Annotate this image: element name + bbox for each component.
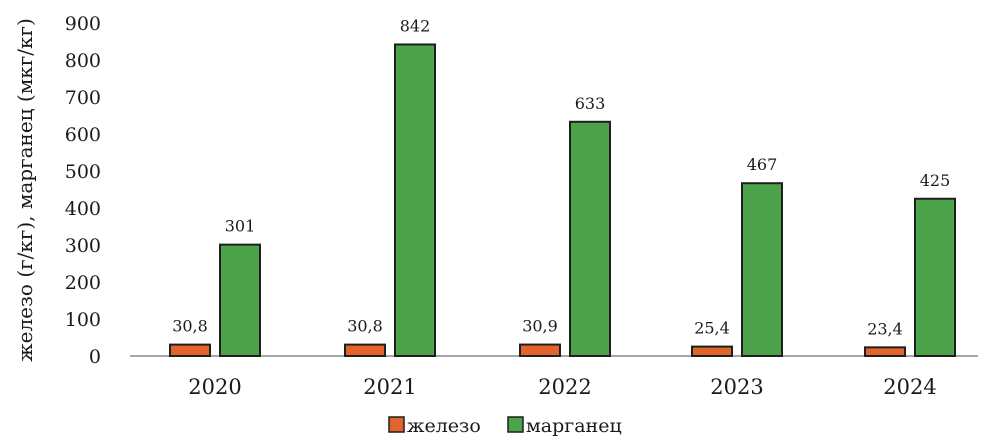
bar-iron-2022 bbox=[519, 343, 561, 357]
bar-manganese-2023 bbox=[741, 182, 783, 357]
y-tick-label-900: 900 bbox=[65, 13, 101, 35]
x-tick-label-2021: 2021 bbox=[363, 375, 416, 399]
y-axis-label: железо (г/кг), марганец (мкг/кг) bbox=[13, 18, 37, 362]
bar-iron-2024 bbox=[864, 346, 906, 358]
legend-swatch-iron bbox=[388, 416, 405, 433]
legend-label-iron: железо bbox=[407, 415, 481, 437]
y-tick-label-500: 500 bbox=[65, 161, 101, 183]
data-label-manganese-2022: 633 bbox=[575, 94, 606, 113]
x-tick-label-2022: 2022 bbox=[538, 375, 591, 399]
data-label-manganese-2020: 301 bbox=[225, 217, 256, 236]
data-label-manganese-2021: 842 bbox=[400, 16, 431, 35]
bar-manganese-2024 bbox=[914, 197, 956, 357]
bar-iron-2023 bbox=[691, 345, 733, 357]
y-tick-label-400: 400 bbox=[65, 198, 101, 220]
y-tick-label-200: 200 bbox=[65, 272, 101, 294]
x-tick-label-2024: 2024 bbox=[883, 375, 936, 399]
data-label-iron-2024: 23,4 bbox=[867, 319, 903, 338]
y-tick-label-600: 600 bbox=[65, 124, 101, 146]
y-tick-label-800: 800 bbox=[65, 50, 101, 72]
data-label-manganese-2023: 467 bbox=[747, 155, 778, 174]
legend-swatch-manganese bbox=[507, 416, 524, 433]
data-label-iron-2023: 25,4 bbox=[694, 319, 730, 338]
legend-label-manganese: марганец bbox=[526, 415, 622, 437]
data-label-iron-2021: 30,8 bbox=[347, 317, 383, 336]
y-tick-label-300: 300 bbox=[65, 235, 101, 257]
data-label-manganese-2024: 425 bbox=[920, 171, 951, 190]
y-tick-label-100: 100 bbox=[65, 309, 101, 331]
bar-manganese-2022 bbox=[569, 120, 611, 358]
bar-manganese-2021 bbox=[394, 43, 436, 358]
y-tick-label-0: 0 bbox=[89, 346, 101, 368]
x-tick-label-2023: 2023 bbox=[710, 375, 763, 399]
data-label-iron-2020: 30,8 bbox=[172, 317, 208, 336]
bar-iron-2021 bbox=[344, 343, 386, 358]
bar-manganese-2020 bbox=[219, 243, 261, 358]
y-tick-label-700: 700 bbox=[65, 87, 101, 109]
data-label-iron-2022: 30,9 bbox=[522, 317, 558, 336]
x-tick-label-2020: 2020 bbox=[188, 375, 241, 399]
legend: железо марганец bbox=[388, 415, 622, 437]
bar-iron-2020 bbox=[169, 343, 211, 358]
